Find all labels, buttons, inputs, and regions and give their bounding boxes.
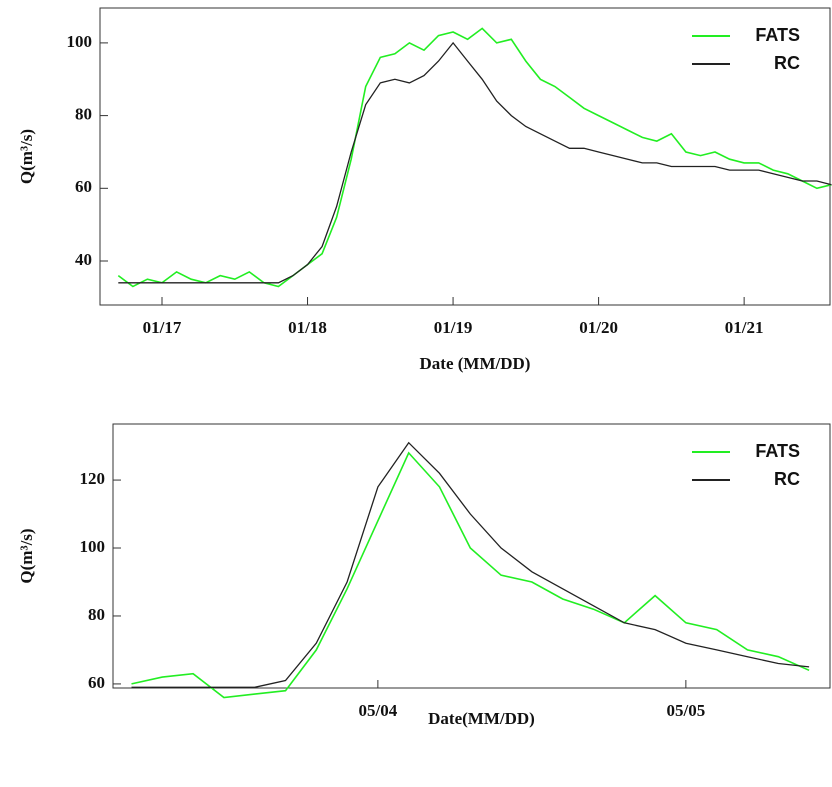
y-axis-label: Q(m³/s) [17, 528, 36, 583]
x-tick-label: 01/21 [725, 318, 764, 337]
x-tick-label: 01/20 [579, 318, 618, 337]
x-axis-label: Date(MM/DD) [428, 709, 535, 728]
x-tick-label: 01/17 [143, 318, 182, 337]
x-tick-label: 01/19 [434, 318, 473, 337]
x-tick-label: 01/18 [288, 318, 327, 337]
y-tick-label: 120 [80, 469, 106, 488]
y-axis-label: Q(m³/s) [17, 129, 36, 184]
plot-frame [99, 7, 831, 306]
x-tick-label: 05/05 [666, 701, 705, 720]
x-axis-label: Date (MM/DD) [420, 354, 531, 373]
y-tick-label: 80 [88, 605, 105, 624]
plot-frame [112, 423, 831, 689]
y-tick-label: 60 [88, 673, 105, 692]
series-line [131, 441, 810, 688]
y-tick-label: 40 [75, 250, 92, 269]
series-line [131, 451, 810, 699]
series-line [117, 27, 832, 288]
y-tick-label: 80 [75, 105, 92, 124]
x-tick-label: 05/04 [359, 701, 398, 720]
legend-label: RC [774, 53, 800, 73]
y-tick-label: 60 [75, 177, 92, 196]
y-tick-label: 100 [80, 537, 106, 556]
legend-label: RC [774, 469, 800, 489]
legend-label: FATS [755, 441, 800, 461]
legend-label: FATS [755, 25, 800, 45]
series-line [118, 41, 832, 284]
y-tick-label: 100 [67, 32, 93, 51]
